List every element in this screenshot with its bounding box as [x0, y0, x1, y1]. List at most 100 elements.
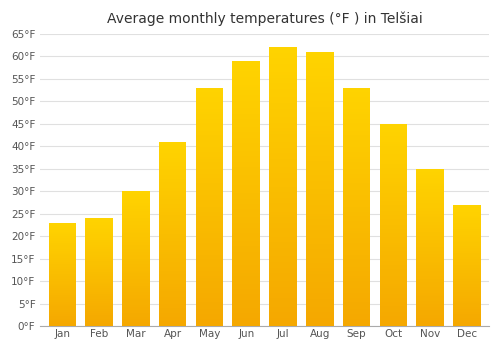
- Bar: [416, 261, 444, 263]
- Bar: [48, 256, 76, 257]
- Bar: [453, 309, 480, 310]
- Bar: [86, 228, 113, 229]
- Bar: [232, 85, 260, 87]
- Bar: [196, 195, 224, 197]
- Bar: [159, 216, 186, 217]
- Bar: [48, 245, 76, 246]
- Bar: [380, 231, 407, 233]
- Bar: [269, 301, 297, 304]
- Bar: [416, 195, 444, 197]
- Bar: [86, 323, 113, 324]
- Bar: [86, 250, 113, 251]
- Bar: [159, 175, 186, 177]
- Bar: [342, 195, 370, 197]
- Bar: [380, 221, 407, 223]
- Bar: [196, 271, 224, 274]
- Bar: [416, 232, 444, 233]
- Bar: [269, 81, 297, 83]
- Bar: [342, 128, 370, 131]
- Bar: [269, 70, 297, 72]
- Bar: [48, 228, 76, 229]
- Bar: [159, 286, 186, 287]
- Bar: [159, 191, 186, 193]
- Bar: [380, 132, 407, 134]
- Bar: [86, 289, 113, 290]
- Bar: [159, 158, 186, 160]
- Bar: [159, 153, 186, 155]
- Bar: [159, 217, 186, 219]
- Bar: [159, 228, 186, 230]
- Bar: [48, 302, 76, 303]
- Bar: [196, 157, 224, 159]
- Bar: [86, 301, 113, 302]
- Bar: [269, 321, 297, 323]
- Bar: [232, 69, 260, 71]
- Bar: [416, 290, 444, 292]
- Bar: [306, 65, 334, 68]
- Bar: [196, 262, 224, 264]
- Bar: [380, 136, 407, 138]
- Bar: [86, 219, 113, 220]
- Bar: [269, 72, 297, 75]
- Bar: [269, 97, 297, 100]
- Bar: [380, 124, 407, 126]
- Bar: [232, 63, 260, 66]
- Bar: [196, 224, 224, 226]
- Bar: [342, 188, 370, 190]
- Bar: [342, 307, 370, 309]
- Bar: [342, 279, 370, 281]
- Bar: [86, 309, 113, 310]
- Bar: [196, 279, 224, 281]
- Bar: [269, 273, 297, 276]
- Bar: [416, 202, 444, 203]
- Bar: [306, 156, 334, 159]
- Bar: [453, 319, 480, 320]
- Bar: [122, 263, 150, 264]
- Bar: [380, 233, 407, 235]
- Bar: [48, 289, 76, 290]
- Bar: [342, 233, 370, 236]
- Bar: [306, 112, 334, 115]
- Bar: [86, 256, 113, 257]
- Bar: [306, 200, 334, 203]
- Bar: [232, 310, 260, 313]
- Bar: [232, 82, 260, 85]
- Bar: [196, 147, 224, 150]
- Bar: [269, 226, 297, 229]
- Bar: [269, 245, 297, 248]
- Bar: [342, 236, 370, 238]
- Bar: [453, 320, 480, 321]
- Bar: [342, 264, 370, 266]
- Bar: [48, 272, 76, 273]
- Bar: [196, 200, 224, 202]
- Bar: [269, 139, 297, 142]
- Bar: [196, 162, 224, 164]
- Bar: [232, 252, 260, 254]
- Bar: [269, 203, 297, 206]
- Bar: [159, 147, 186, 149]
- Bar: [122, 225, 150, 226]
- Bar: [48, 267, 76, 268]
- Bar: [48, 285, 76, 286]
- Bar: [48, 295, 76, 296]
- Bar: [342, 95, 370, 97]
- Bar: [416, 258, 444, 260]
- Bar: [380, 304, 407, 306]
- Bar: [416, 307, 444, 309]
- Bar: [159, 267, 186, 269]
- Bar: [232, 124, 260, 127]
- Bar: [306, 279, 334, 282]
- Bar: [453, 247, 480, 248]
- Bar: [306, 258, 334, 260]
- Bar: [159, 309, 186, 312]
- Bar: [306, 192, 334, 194]
- Bar: [196, 254, 224, 257]
- Bar: [232, 103, 260, 106]
- Bar: [416, 260, 444, 261]
- Bar: [48, 301, 76, 302]
- Bar: [342, 238, 370, 240]
- Bar: [86, 278, 113, 279]
- Bar: [453, 242, 480, 244]
- Bar: [453, 296, 480, 297]
- Bar: [380, 288, 407, 290]
